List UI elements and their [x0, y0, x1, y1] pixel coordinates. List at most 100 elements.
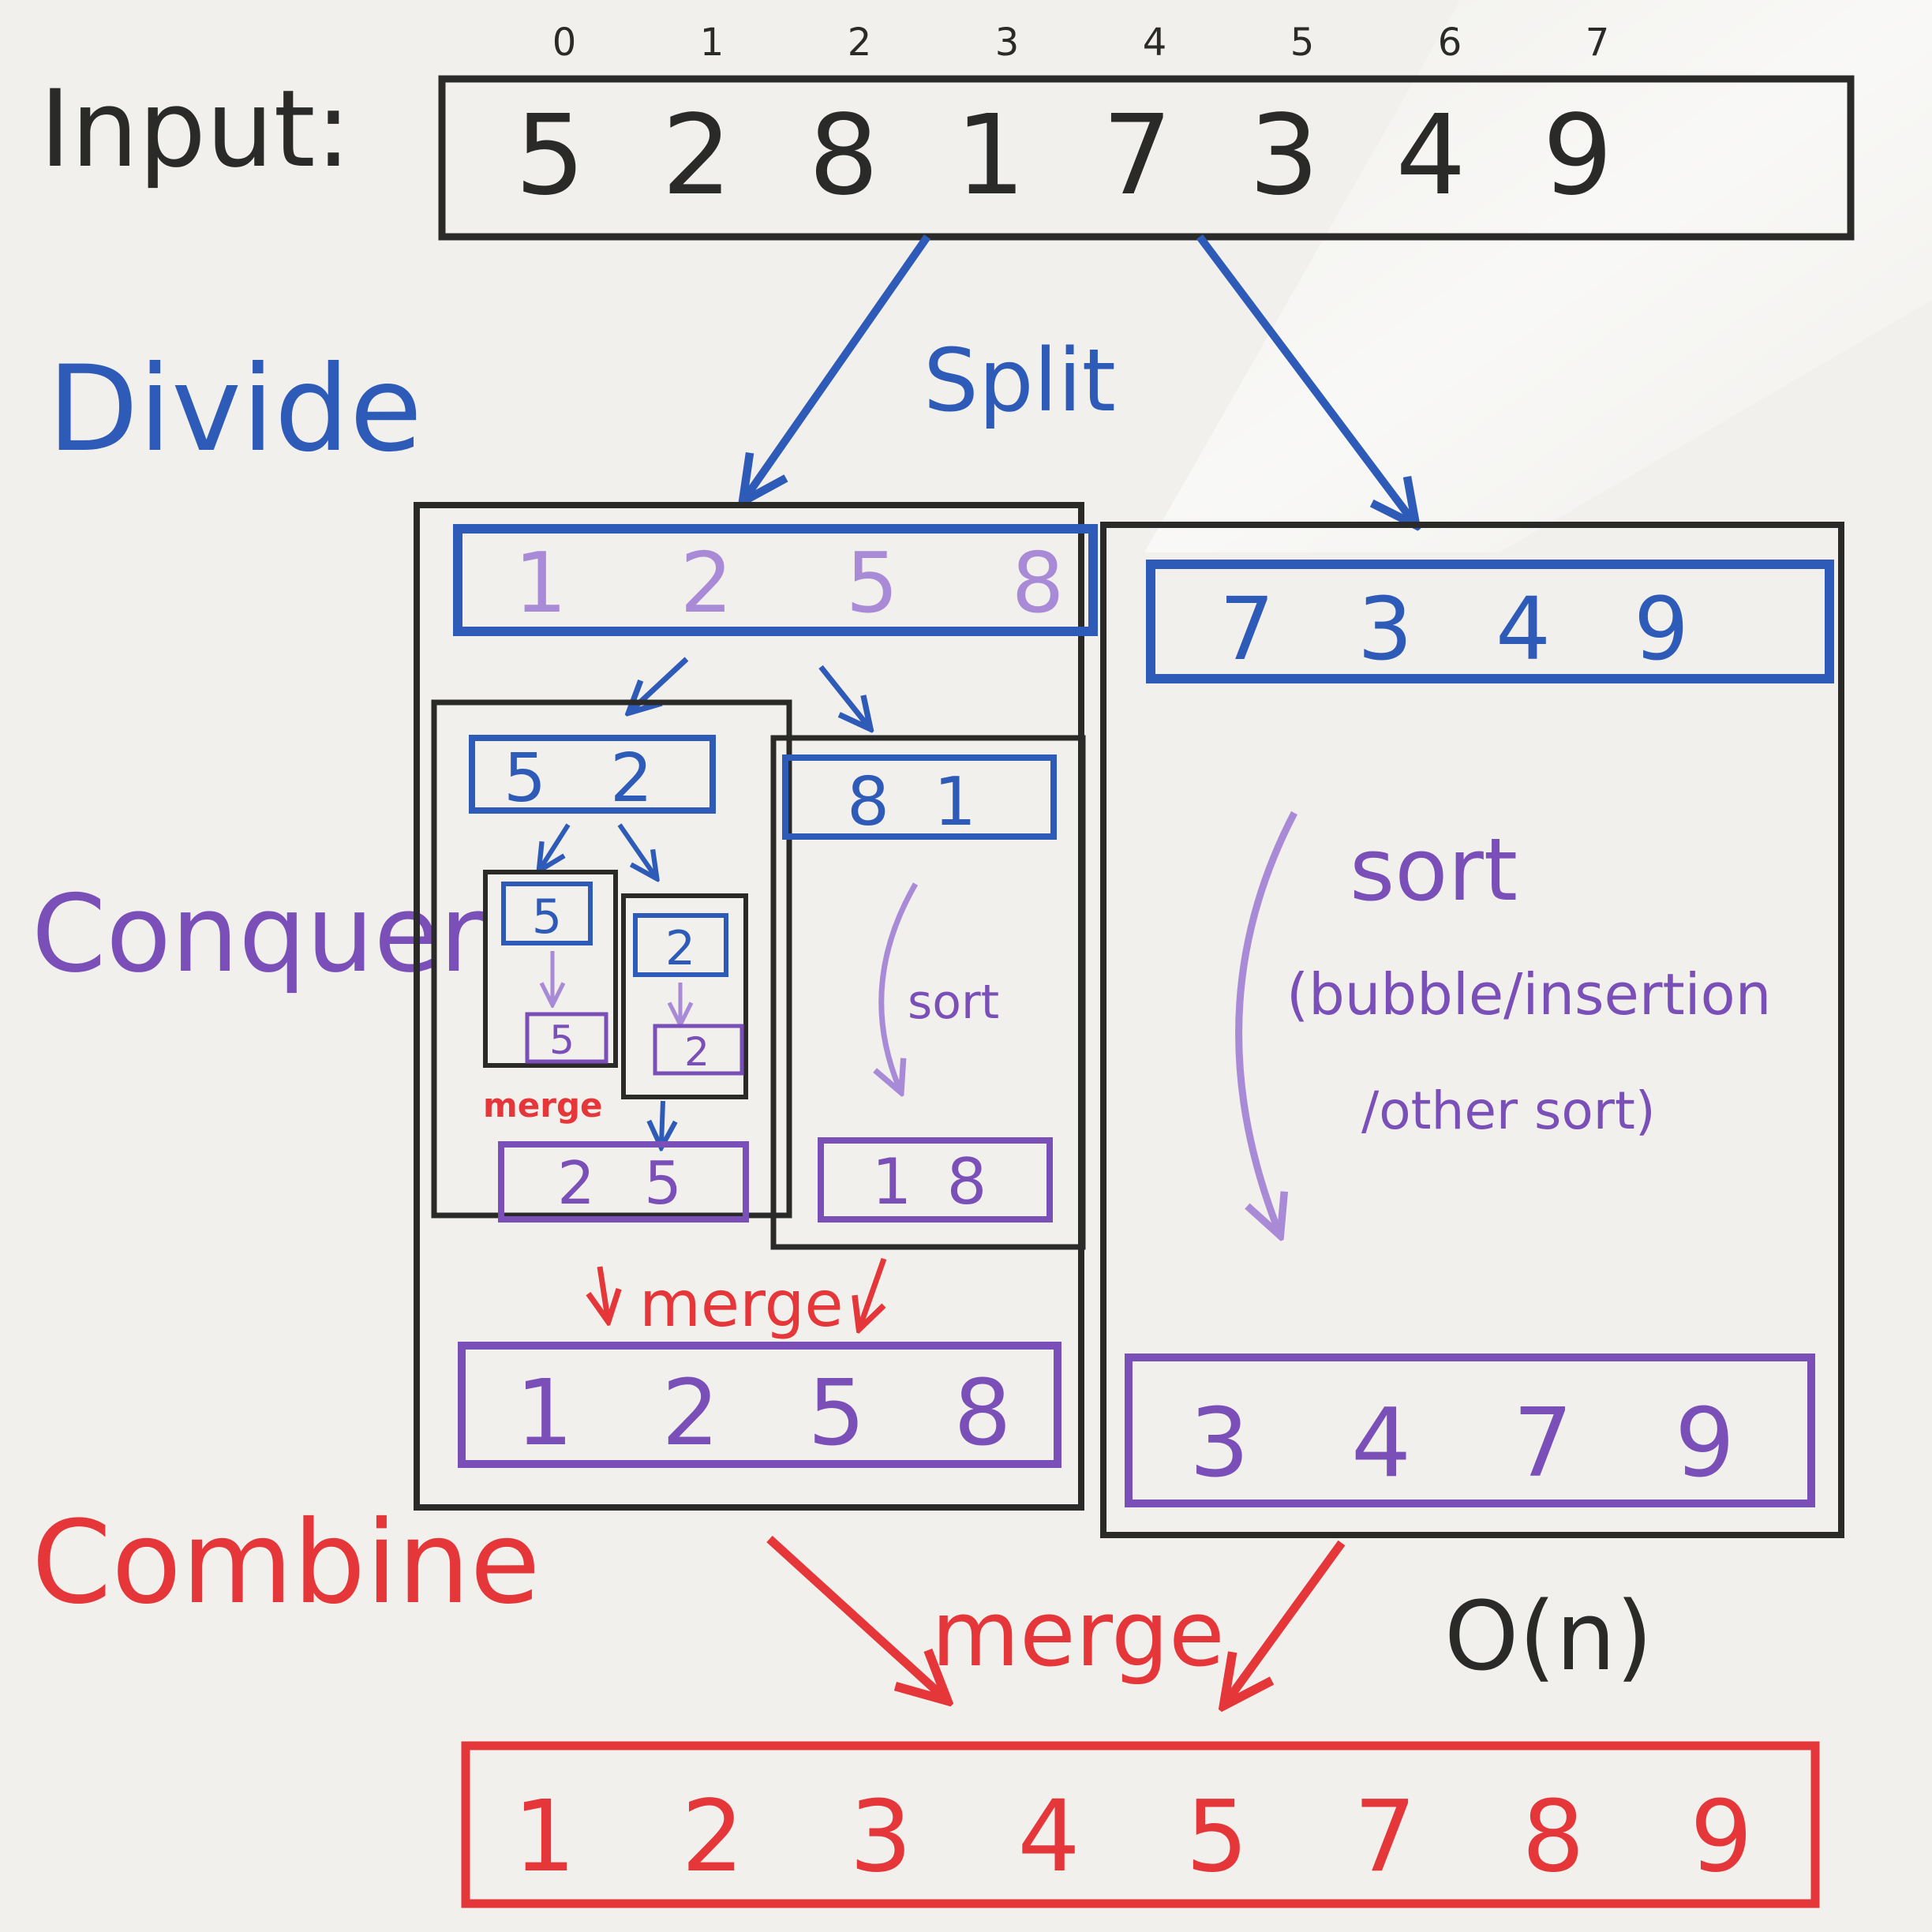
pair-a-value-0: 5	[504, 739, 546, 818]
pair-b-value-1: 1	[934, 763, 976, 841]
sort-note-line-1: (bubble/insertion	[1286, 961, 1771, 1028]
sorted-b-box	[818, 1137, 1053, 1222]
input-value-4: 7	[1102, 92, 1172, 220]
right-top-value-0: 7	[1219, 578, 1275, 680]
complexity-label: O(n)	[1444, 1582, 1653, 1692]
single-b-box	[621, 893, 748, 1099]
left-top-value-1: 2	[680, 535, 733, 631]
merge-small-arrow	[661, 1100, 663, 1144]
input-value-3: 1	[955, 92, 1025, 220]
pair-a-arrow-right	[617, 823, 655, 876]
input-index-2: 2	[848, 21, 872, 65]
sorted-b-value-0: 1	[872, 1145, 912, 1219]
merged-a-box	[498, 1141, 749, 1222]
split-label: Split	[923, 330, 1116, 431]
right-result-value-0: 3	[1189, 1389, 1249, 1499]
output-value-2: 3	[849, 1780, 912, 1894]
input-index-3: 3	[995, 21, 1020, 65]
right-top-array-box	[1146, 560, 1834, 683]
right-half-box	[1100, 522, 1844, 1538]
pair-a-value-1: 2	[610, 739, 653, 818]
pair-a-box	[469, 735, 716, 814]
input-value-2: 8	[808, 92, 878, 220]
conquer-label: Conquer	[32, 872, 484, 996]
pair-b-value-0: 8	[847, 763, 889, 841]
left-top-value-0: 1	[515, 535, 567, 631]
right-result-value-3: 9	[1675, 1389, 1735, 1499]
right-top-value-1: 3	[1357, 578, 1413, 680]
single-a-box	[483, 870, 618, 1068]
merge-mid-arrow-right	[860, 1257, 887, 1326]
input-array-box	[438, 75, 1855, 241]
single-b-low-box	[653, 1024, 744, 1076]
single-b-low-value: 2	[684, 1029, 710, 1075]
output-value-5: 7	[1354, 1780, 1417, 1894]
input-value-1: 2	[661, 92, 732, 220]
input-index-6: 6	[1438, 21, 1462, 65]
input-value-6: 4	[1395, 92, 1466, 220]
merged-a-value-1: 5	[644, 1148, 682, 1218]
sort-small-label: sort	[908, 975, 999, 1030]
board-glare	[1144, 0, 1932, 552]
right-result-value-1: 4	[1351, 1389, 1411, 1499]
left-result-value-2: 5	[807, 1361, 865, 1466]
input-value-5: 3	[1249, 92, 1319, 220]
left-top-array-values: 1 2 5 8	[515, 535, 1065, 631]
single-b-top-value: 2	[665, 921, 695, 976]
output-value-1: 2	[681, 1780, 744, 1894]
single-a-low-value: 5	[549, 1017, 575, 1063]
single-a-top-box	[501, 882, 593, 945]
left-result-box	[458, 1342, 1061, 1468]
merge-big-label: merge	[931, 1582, 1225, 1687]
output-array-box	[461, 1741, 1820, 1908]
single-a-top-value: 5	[532, 889, 562, 945]
left-top-value-2: 5	[846, 535, 899, 631]
sorted-b-value-1: 8	[947, 1145, 987, 1219]
output-value-3: 4	[1017, 1780, 1080, 1894]
input-label: Input:	[39, 67, 351, 191]
sort-arrow-big	[1235, 811, 1297, 1231]
subbox-b	[770, 735, 1086, 1250]
right-result-box	[1125, 1354, 1815, 1507]
merge-mid-label: merge	[639, 1267, 844, 1341]
output-value-0: 1	[513, 1780, 576, 1894]
input-index-4: 4	[1143, 21, 1167, 65]
input-index-1: 1	[700, 21, 724, 65]
merge-big-arrow-right	[1227, 1540, 1346, 1701]
output-value-4: 5	[1185, 1780, 1249, 1894]
split-arrow-right	[1196, 234, 1413, 521]
sort-note-line-2: /other sort)	[1361, 1080, 1656, 1141]
output-value-7: 9	[1690, 1780, 1753, 1894]
input-value-0: 5	[515, 92, 585, 220]
merge-small-label: merge	[483, 1086, 603, 1125]
right-top-value-3: 9	[1634, 578, 1689, 680]
single-a-low-box	[525, 1012, 608, 1064]
input-indices: 0 1 2 3 4 5 6 7	[552, 21, 1610, 65]
right-top-value-2: 4	[1496, 578, 1551, 680]
sort-arrow-small	[882, 882, 919, 1089]
right-result-value-2: 7	[1513, 1389, 1573, 1499]
input-index-0: 0	[552, 21, 577, 65]
left-top-array-box	[453, 524, 1098, 636]
merge-big-arrow-left	[766, 1535, 943, 1697]
left-result-value-0: 1	[515, 1361, 573, 1466]
input-index-5: 5	[1290, 21, 1315, 65]
sort-big-label: sort	[1350, 819, 1518, 920]
left-result-value-1: 2	[661, 1361, 719, 1466]
input-value-7: 9	[1542, 92, 1612, 220]
output-value-6: 8	[1522, 1780, 1585, 1894]
left-split-arrow-b	[818, 665, 868, 726]
divide-label: Divide	[47, 341, 422, 478]
combine-label: Combine	[32, 1496, 541, 1630]
single-b-top-box	[633, 913, 728, 977]
left-top-value-3: 8	[1012, 535, 1065, 631]
